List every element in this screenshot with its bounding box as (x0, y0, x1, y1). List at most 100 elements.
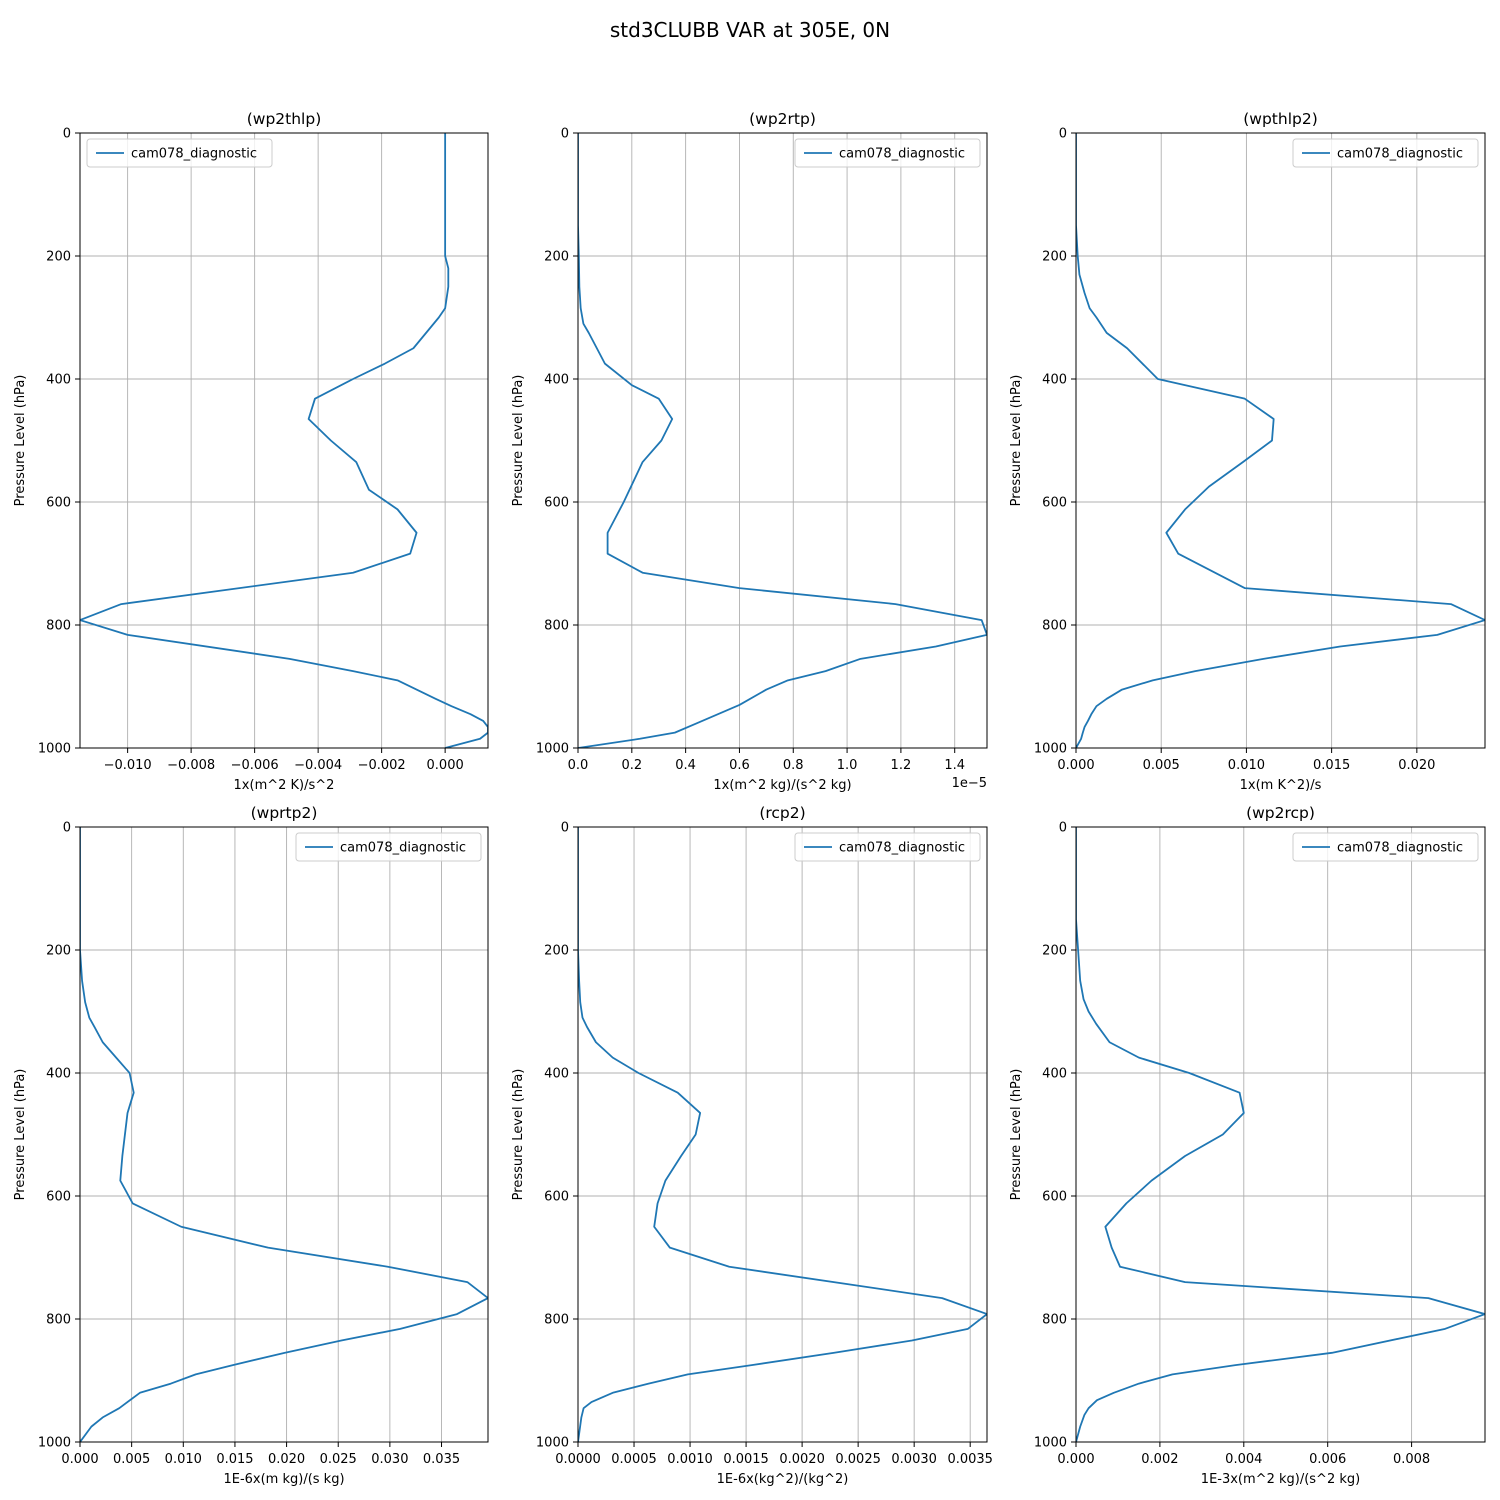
y-tick-label: 800 (1042, 1313, 1067, 1328)
x-tick-label: 0.000 (1057, 1452, 1094, 1467)
y-tick-label: 0 (561, 821, 569, 836)
legend: cam078_diagnostic (794, 832, 981, 862)
y-axis-label: Pressure Level (hPa) (1009, 1069, 1024, 1201)
x-tick-label: 0.0035 (947, 1452, 993, 1467)
subplot-title: (wpthlp2) (1243, 110, 1318, 128)
legend: cam078_diagnostic (1292, 138, 1479, 168)
axes-frame (577, 826, 988, 1443)
axes-frame (577, 132, 988, 749)
legend-label: cam078_diagnostic (839, 841, 965, 856)
x-tick-label: 0.004 (1225, 1452, 1262, 1467)
x-tick-label: −0.006 (231, 758, 279, 773)
y-tick-label: 400 (544, 373, 569, 388)
x-tick-label: 0.0000 (555, 1452, 601, 1467)
y-tick-label: 600 (46, 496, 71, 511)
legend-frame (86, 138, 273, 168)
series-line-cam078_diagnostic (1076, 133, 1485, 748)
figure-suptitle: std3CLUBB VAR at 305E, 0N (610, 18, 890, 42)
y-tick-label: 800 (46, 1313, 71, 1328)
y-tick-label: 600 (544, 496, 569, 511)
x-tick-label: 0.015 (1313, 758, 1350, 773)
axes-frame (79, 132, 489, 749)
axes-frame (79, 826, 489, 1443)
y-tick-label: 200 (544, 250, 569, 265)
y-tick-label: 0 (63, 127, 71, 142)
y-tick-label: 800 (1042, 619, 1067, 634)
y-tick-label: 400 (544, 1067, 569, 1082)
legend-frame (1292, 832, 1479, 862)
legend-label: cam078_diagnostic (1337, 147, 1463, 162)
legend-frame (794, 138, 981, 168)
series-line-cam078_diagnostic (578, 133, 987, 748)
subplot-3: 0.000 0.005 0.010 0.015 0.020 0 200 400 600 800 10… (1009, 110, 1486, 793)
y-tick-label: 800 (46, 619, 71, 634)
subplot-2: 0.0 0.2 0.4 0.6 0.8 1.0 1.2 1.4 0 200 400 600 800 100… (511, 110, 988, 793)
y-tick-label: 200 (1042, 944, 1067, 959)
y-tick-label: 600 (1042, 1190, 1067, 1205)
subplot-title: (rcp2) (759, 804, 805, 822)
x-tick-label: 0.8 (783, 758, 804, 773)
y-tick-label: 1000 (38, 742, 71, 757)
x-tick-label: 0.2 (621, 758, 642, 773)
legend: cam078_diagnostic (1292, 832, 1479, 862)
x-tick-label: 0.0 (568, 758, 589, 773)
x-tick-label: 0.0015 (723, 1452, 769, 1467)
x-tick-label: 0.000 (427, 758, 464, 773)
y-tick-label: 200 (46, 250, 71, 265)
subplot-5: 0.0000 0.0005 0.0010 0.0015 0.0020 0.0025 0.00… (511, 804, 993, 1487)
y-tick-label: 200 (544, 944, 569, 959)
y-tick-label: 600 (46, 1190, 71, 1205)
y-tick-label: 1000 (1034, 1436, 1067, 1451)
y-tick-label: 600 (1042, 496, 1067, 511)
x-tick-label: −0.010 (104, 758, 152, 773)
x-offset-text: 1e−5 (952, 776, 987, 791)
legend-label: cam078_diagnostic (131, 147, 257, 162)
x-tick-label: −0.002 (358, 758, 406, 773)
subplot-title: (wp2rcp) (1246, 804, 1315, 822)
x-tick-label: 0.0025 (835, 1452, 881, 1467)
y-tick-label: 0 (63, 821, 71, 836)
y-axis-label: Pressure Level (hPa) (1009, 375, 1024, 507)
x-tick-label: 0.0020 (779, 1452, 825, 1467)
legend-frame (1292, 138, 1479, 168)
y-tick-label: 400 (46, 373, 71, 388)
subplot-title: (wp2rtp) (749, 110, 816, 128)
x-tick-label: 0.006 (1309, 1452, 1346, 1467)
x-axis-label: 1x(m^2 K)/s^2 (234, 778, 335, 793)
y-tick-label: 400 (1042, 373, 1067, 388)
x-tick-label: 0.010 (165, 1452, 202, 1467)
y-tick-label: 200 (46, 944, 71, 959)
series-line-cam078_diagnostic (80, 827, 488, 1442)
x-tick-label: 0.015 (216, 1452, 253, 1467)
x-tick-label: 0.020 (1398, 758, 1435, 773)
y-axis-label: Pressure Level (hPa) (511, 1069, 526, 1201)
y-tick-label: 0 (1059, 127, 1067, 142)
x-axis-label: 1E-6x(kg^2)/(kg^2) (717, 1472, 849, 1487)
y-tick-label: 0 (561, 127, 569, 142)
subplot-6: 0.000 0.002 0.004 0.006 0.008 0 200 400 600 800 10… (1009, 804, 1486, 1487)
x-tick-label: 0.035 (423, 1452, 460, 1467)
x-tick-label: 0.000 (61, 1452, 98, 1467)
x-tick-label: 0.000 (1057, 758, 1094, 773)
subplot-1: −0.010 −0.008 −0.006 −0.004 −0.002 0.000 0 200 4… (13, 110, 489, 793)
legend-label: cam078_diagnostic (1337, 841, 1463, 856)
x-tick-label: 0.0005 (611, 1452, 657, 1467)
subplot-title: (wp2thlp) (247, 110, 322, 128)
x-tick-label: 0.0010 (667, 1452, 713, 1467)
y-tick-label: 800 (544, 619, 569, 634)
legend-label: cam078_diagnostic (839, 147, 965, 162)
y-tick-label: 1000 (1034, 742, 1067, 757)
y-tick-label: 800 (544, 1313, 569, 1328)
x-axis-label: 1x(m^2 kg)/(s^2 kg) (713, 778, 851, 793)
x-axis-label: 1x(m K^2)/s (1240, 778, 1322, 793)
y-tick-label: 400 (1042, 1067, 1067, 1082)
legend-frame (295, 832, 482, 862)
y-tick-label: 400 (46, 1067, 71, 1082)
x-tick-label: 0.010 (1228, 758, 1265, 773)
x-tick-label: 0.025 (320, 1452, 357, 1467)
axes-frame (1075, 132, 1486, 749)
y-axis-label: Pressure Level (hPa) (13, 375, 28, 507)
x-tick-label: 0.6 (729, 758, 750, 773)
